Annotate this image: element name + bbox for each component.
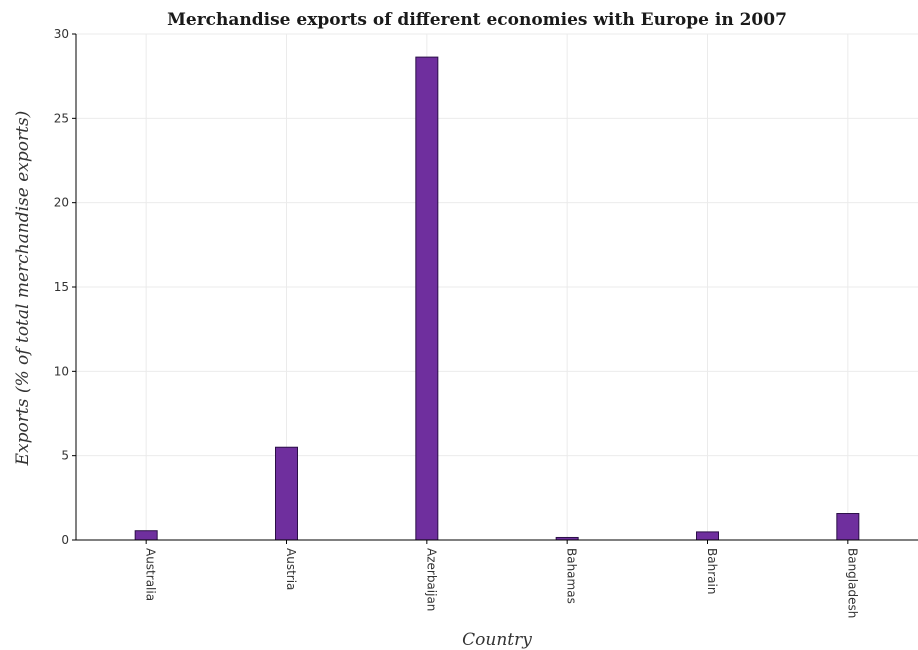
bar-bangladesh — [836, 513, 860, 541]
axes: 0 5 10 15 20 25 30 Australia Austria Azerbaijan Ba… — [54, 27, 918, 618]
y-tick-label: 5 — [61, 449, 69, 463]
y-tick-label: 15 — [54, 280, 69, 294]
y-tick-label: 20 — [54, 196, 69, 210]
bar-australia — [134, 530, 158, 541]
y-axis-label: Exports (% of total merchandise exports) — [13, 111, 33, 467]
gridlines — [76, 33, 918, 541]
x-axis-label: Country — [462, 630, 532, 650]
y-tick-label: 25 — [54, 111, 69, 125]
x-tick-label: Bangladesh — [845, 548, 859, 618]
y-tick-label: 0 — [61, 533, 69, 547]
y-tick-label: 10 — [54, 364, 69, 378]
x-tick-label: Bahrain — [705, 548, 719, 594]
bar-azerbaijan — [415, 56, 439, 541]
y-tick-label: 30 — [54, 27, 69, 41]
chart-title: Merchandise exports of different economi… — [167, 10, 787, 30]
bar-bahrain — [696, 531, 719, 541]
bar-austria — [275, 446, 298, 541]
x-tick-label: Austria — [284, 548, 298, 590]
x-tick-label: Bahamas — [565, 548, 579, 604]
x-tick-label: Azerbaijan — [424, 548, 438, 611]
bars — [134, 56, 860, 541]
x-tick-label: Australia — [144, 548, 158, 601]
